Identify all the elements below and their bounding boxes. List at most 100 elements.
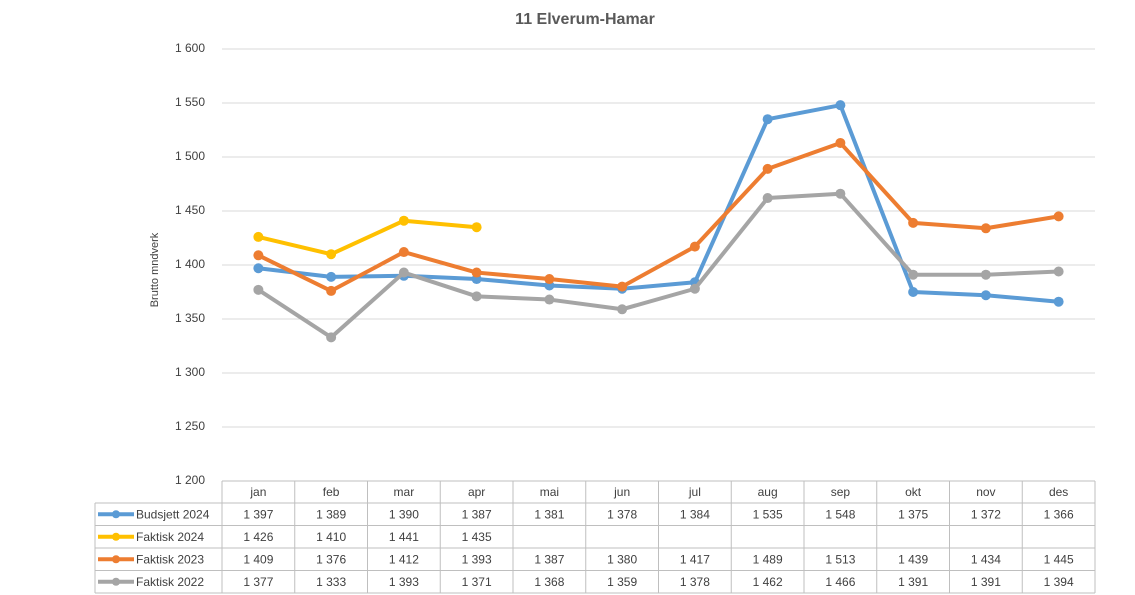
data-point <box>398 267 409 278</box>
table-value: 1 513 <box>825 552 855 566</box>
y-tick-label: 1 400 <box>175 257 205 271</box>
data-point <box>617 281 628 292</box>
x-tick-label: jul <box>688 485 701 499</box>
legend-label: Faktisk 2022 <box>136 575 204 589</box>
y-tick-label: 1 350 <box>175 311 205 325</box>
x-tick-label: aug <box>758 485 778 499</box>
legend-label: Faktisk 2024 <box>136 530 204 544</box>
data-point <box>762 114 773 125</box>
data-point <box>835 100 846 111</box>
table-value: 1 412 <box>389 552 419 566</box>
table-value: 1 389 <box>316 507 346 521</box>
table-value: 1 387 <box>534 552 564 566</box>
y-axis-label: Brutto mndverk <box>149 232 161 307</box>
table-value: 1 377 <box>243 575 273 589</box>
table-value: 1 434 <box>971 552 1001 566</box>
table-value: 1 378 <box>607 507 637 521</box>
data-point <box>1053 296 1064 307</box>
table-value: 1 391 <box>971 575 1001 589</box>
table-value: 1 441 <box>389 530 419 544</box>
y-tick-label: 1 600 <box>175 41 205 55</box>
table-value: 1 409 <box>243 552 273 566</box>
x-tick-label: apr <box>468 485 485 499</box>
data-point <box>398 215 409 226</box>
table-value: 1 489 <box>753 552 783 566</box>
table-value: 1 548 <box>825 507 855 521</box>
table-value: 1 426 <box>243 530 273 544</box>
x-tick-label: jun <box>613 485 630 499</box>
legend-key-marker <box>112 532 120 541</box>
data-point <box>762 193 773 204</box>
data-point <box>908 287 919 297</box>
data-point <box>980 269 991 280</box>
data-point <box>980 223 991 234</box>
data-point <box>908 217 919 228</box>
table-value: 1 445 <box>1044 552 1074 566</box>
legend-label: Faktisk 2023 <box>136 552 204 566</box>
table-value: 1 366 <box>1044 507 1074 521</box>
data-point <box>1053 211 1064 222</box>
table-value: 1 393 <box>462 552 492 566</box>
x-tick-label: mar <box>394 485 415 499</box>
data-point <box>689 241 700 252</box>
table-value: 1 375 <box>898 507 928 521</box>
data-point <box>253 231 264 242</box>
table-value: 1 466 <box>825 575 855 589</box>
x-tick-label: nov <box>976 485 995 499</box>
table-value: 1 359 <box>607 575 637 589</box>
data-point <box>471 222 482 233</box>
data-point <box>689 283 700 294</box>
data-point <box>326 249 337 260</box>
table-value: 1 417 <box>680 552 710 566</box>
data-point <box>326 332 337 343</box>
table-value: 1 535 <box>753 507 783 521</box>
y-tick-label: 1 200 <box>175 473 205 487</box>
table-value: 1 333 <box>316 575 346 589</box>
y-tick-label: 1 550 <box>175 95 205 109</box>
data-point <box>326 285 337 296</box>
x-tick-label: mai <box>540 485 559 499</box>
data-point <box>544 294 555 305</box>
legend-key-marker <box>112 577 120 586</box>
table-value: 1 376 <box>316 552 346 566</box>
table-value: 1 371 <box>462 575 492 589</box>
data-point <box>980 290 991 301</box>
legend-key-marker <box>112 555 120 564</box>
data-point <box>908 269 919 280</box>
table-value: 1 384 <box>680 507 710 521</box>
table-value: 1 368 <box>534 575 564 589</box>
table-value: 1 435 <box>462 530 492 544</box>
y-tick-label: 1 300 <box>175 365 205 379</box>
x-tick-label: jan <box>249 485 266 499</box>
y-tick-label: 1 450 <box>175 203 205 217</box>
data-point <box>1053 266 1064 277</box>
table-value: 1 410 <box>316 530 346 544</box>
data-point <box>835 137 846 148</box>
series-line <box>257 140 1059 293</box>
table-value: 1 390 <box>389 507 419 521</box>
table-value: 1 378 <box>680 575 710 589</box>
legend-label: Budsjett 2024 <box>136 507 210 521</box>
table-value: 1 391 <box>898 575 928 589</box>
x-tick-label: feb <box>323 485 340 499</box>
table-value: 1 439 <box>898 552 928 566</box>
series-line <box>258 103 1059 304</box>
table-value: 1 381 <box>534 507 564 521</box>
legend-key-marker <box>112 510 120 519</box>
data-point <box>617 304 628 315</box>
data-point <box>835 188 846 199</box>
data-point <box>544 274 555 285</box>
table-value: 1 394 <box>1044 575 1074 589</box>
x-tick-label: sep <box>831 485 851 499</box>
y-tick-label: 1 500 <box>175 149 205 163</box>
table-value: 1 372 <box>971 507 1001 521</box>
table-value: 1 393 <box>389 575 419 589</box>
data-point <box>326 271 337 282</box>
data-point <box>398 247 409 258</box>
x-tick-label: okt <box>905 485 922 499</box>
table-value: 1 387 <box>462 507 492 521</box>
data-point <box>253 284 264 295</box>
data-point <box>253 250 264 261</box>
series-line <box>257 191 1059 340</box>
